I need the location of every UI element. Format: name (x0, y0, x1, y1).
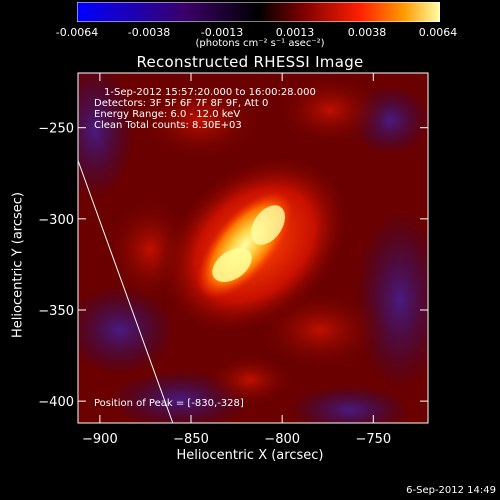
x-tick-label: −750 (355, 432, 391, 447)
y-tick-label: −350 (38, 304, 74, 319)
y-tick-label: −250 (38, 122, 74, 137)
colorbar-tick: -0.0038 (127, 26, 171, 39)
plot-frame (77, 72, 429, 424)
y-axis-label: Heliocentric Y (arcsec) (10, 192, 26, 338)
time-range: 1-Sep-2012 15:57:20.000 to 16:00:28.000 (104, 87, 316, 98)
y-axis: −400 −350 −300 −250 (38, 122, 428, 410)
detectors-info: Detectors: 3F 5F 6F 7F 8F 9F, Att 0 (94, 98, 269, 109)
colorbar-tick: 0.0013 (275, 26, 315, 39)
x-tick-label: −900 (82, 432, 118, 447)
colorbar-unit-label: (photons cm⁻² s⁻¹ asec⁻²) (195, 38, 325, 49)
chart-title: Reconstructed RHESSI Image (136, 53, 364, 71)
peak-position: Position of Peak = [-830,-328] (94, 398, 244, 409)
colorbar-tick: -0.0064 (55, 26, 99, 39)
x-axis: −900 −850 −800 −750 (82, 73, 391, 447)
timestamp: 6-Sep-2012 14:49 (406, 485, 496, 496)
limb-line (77, 160, 174, 424)
y-tick-label: −300 (38, 213, 74, 228)
x-axis-label: Heliocentric X (arcsec) (176, 448, 324, 463)
x-tick-label: −850 (173, 432, 209, 447)
heatmap-image (78, 73, 428, 423)
clean-info: Clean Total counts: 8.30E+03 (94, 120, 242, 131)
colorbar-tick: 0.0038 (347, 26, 387, 39)
y-tick-label: −400 (38, 395, 74, 410)
colorbar (77, 2, 440, 22)
energy-range-info: Energy Range: 6.0 - 12.0 keV (94, 109, 241, 120)
x-tick-label: −800 (264, 432, 300, 447)
colorbar-tick: -0.0013 (200, 26, 244, 39)
colorbar-tick: 0.0064 (418, 26, 458, 39)
